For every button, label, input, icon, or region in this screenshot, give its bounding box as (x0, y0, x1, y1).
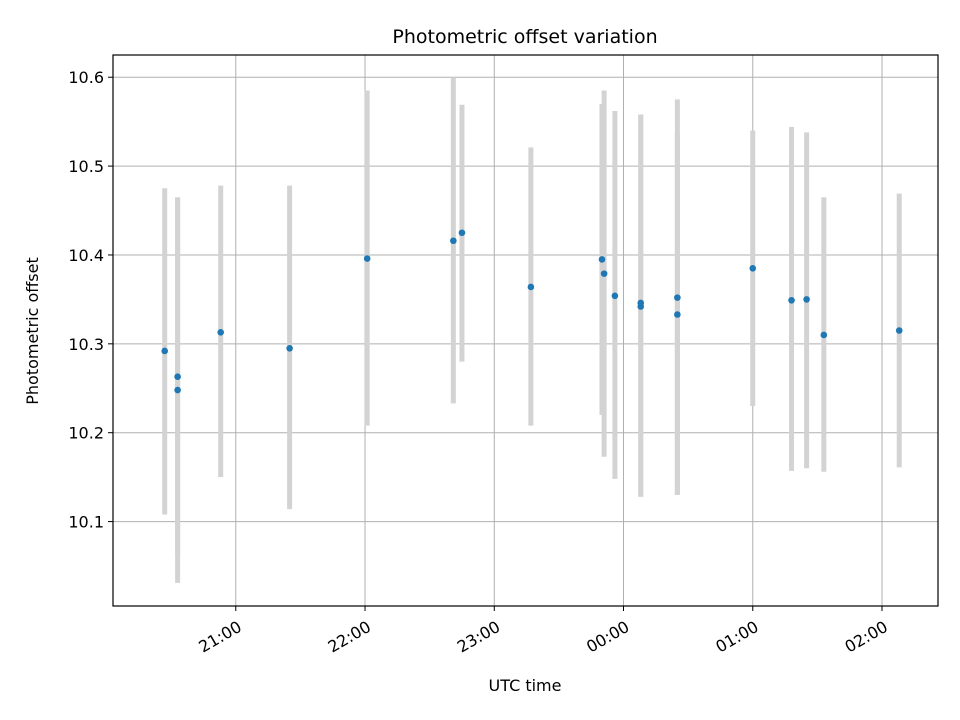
data-point (895, 327, 903, 334)
x-axis-label: UTC time (489, 676, 562, 695)
data-point (598, 256, 606, 263)
data-point (600, 270, 608, 277)
data-point (458, 229, 466, 237)
data-point (611, 292, 619, 300)
x-tick-label: 02:00 (842, 617, 891, 657)
data-point (803, 296, 810, 303)
x-tick-label: 21:00 (195, 617, 244, 657)
data-point (674, 311, 681, 318)
x-tick-label: 00:00 (583, 617, 632, 657)
grid-lines (113, 55, 938, 606)
data-point (363, 255, 371, 262)
data-point (217, 328, 225, 336)
data-point (788, 296, 795, 304)
data-point (820, 331, 828, 339)
x-tick-label: 22:00 (325, 617, 374, 657)
error-bars (162, 77, 902, 583)
y-tick-label: 10.2 (68, 424, 104, 443)
data-point (527, 283, 535, 291)
y-axis-label: Photometric offset (23, 257, 42, 405)
data-point (174, 386, 181, 394)
data-point (450, 237, 457, 245)
data-point (674, 294, 681, 301)
y-tick-label: 10.6 (68, 68, 104, 87)
y-tick-label: 10.1 (68, 513, 104, 532)
data-point (161, 347, 168, 355)
chart-title: Photometric offset variation (392, 26, 657, 48)
data-point (286, 344, 293, 352)
data-point (749, 264, 757, 272)
axis-ticks: 10.1 10.2 10.3 10.4 10.5 10.6 21:00 22:00 23:00 0… (68, 68, 891, 656)
data-points (161, 229, 903, 394)
x-tick-label: 23:00 (454, 617, 503, 657)
y-tick-label: 10.5 (68, 157, 104, 176)
data-point (174, 373, 181, 381)
data-point (637, 303, 645, 310)
y-tick-label: 10.4 (68, 246, 104, 265)
plot-frame (112, 54, 939, 607)
y-tick-label: 10.3 (68, 335, 104, 354)
x-tick-label: 01:00 (712, 617, 761, 657)
